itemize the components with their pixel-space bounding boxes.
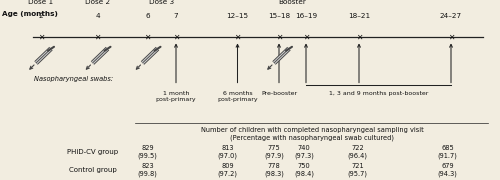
Text: 1 month
post-primary: 1 month post-primary	[156, 91, 196, 102]
Text: Pre-booster: Pre-booster	[261, 91, 297, 96]
Text: Dose 3: Dose 3	[149, 0, 174, 5]
Text: 6 months
post-primary: 6 months post-primary	[217, 91, 258, 102]
Text: 813
(97.0): 813 (97.0)	[218, 145, 238, 159]
Text: 775
(97.9): 775 (97.9)	[264, 145, 284, 159]
Text: 809
(97.2): 809 (97.2)	[218, 163, 238, 177]
Text: Nasopharyngeal swabs:: Nasopharyngeal swabs:	[34, 76, 114, 82]
Text: 679
(94.3): 679 (94.3)	[438, 163, 458, 177]
Text: 722
(96.4): 722 (96.4)	[348, 145, 368, 159]
Text: 24–27: 24–27	[440, 13, 462, 19]
Text: Dose 2: Dose 2	[85, 0, 110, 5]
Text: 15–18: 15–18	[268, 13, 290, 19]
Text: 2: 2	[38, 13, 44, 19]
Text: PHiD-CV group: PHiD-CV group	[67, 149, 118, 155]
Text: ✕: ✕	[173, 32, 179, 41]
Text: 7: 7	[174, 13, 178, 19]
Text: 12–15: 12–15	[226, 13, 248, 19]
Text: Dose 1: Dose 1	[28, 0, 54, 5]
Text: 1, 3 and 9 months post-booster: 1, 3 and 9 months post-booster	[329, 91, 428, 96]
Text: 6: 6	[145, 13, 150, 19]
Text: 740
(97.3): 740 (97.3)	[294, 145, 314, 159]
Text: Booster: Booster	[278, 0, 306, 5]
Text: 829
(99.5): 829 (99.5)	[138, 145, 158, 159]
Text: Control group: Control group	[68, 167, 116, 173]
Text: 750
(98.4): 750 (98.4)	[294, 163, 314, 177]
Text: 685
(91.7): 685 (91.7)	[438, 145, 458, 159]
Text: ✕: ✕	[94, 32, 100, 41]
Text: Number of children with completed nasopharyngeal sampling visit
(Percentage with: Number of children with completed nasoph…	[201, 127, 424, 141]
Text: ✕: ✕	[356, 32, 362, 41]
Text: ✕: ✕	[38, 32, 44, 41]
Text: 721
(95.7): 721 (95.7)	[348, 163, 368, 177]
Text: Age (months): Age (months)	[2, 11, 58, 17]
Text: 18–21: 18–21	[348, 13, 370, 19]
Text: 823
(99.8): 823 (99.8)	[138, 163, 158, 177]
Text: ✕: ✕	[144, 32, 150, 41]
Text: ✕: ✕	[276, 32, 282, 41]
Text: 778
(98.3): 778 (98.3)	[264, 163, 284, 177]
Text: ✕: ✕	[448, 32, 454, 41]
Text: 4: 4	[95, 13, 100, 19]
Text: ✕: ✕	[303, 32, 309, 41]
Text: 16–19: 16–19	[295, 13, 317, 19]
Text: ✕: ✕	[234, 32, 240, 41]
